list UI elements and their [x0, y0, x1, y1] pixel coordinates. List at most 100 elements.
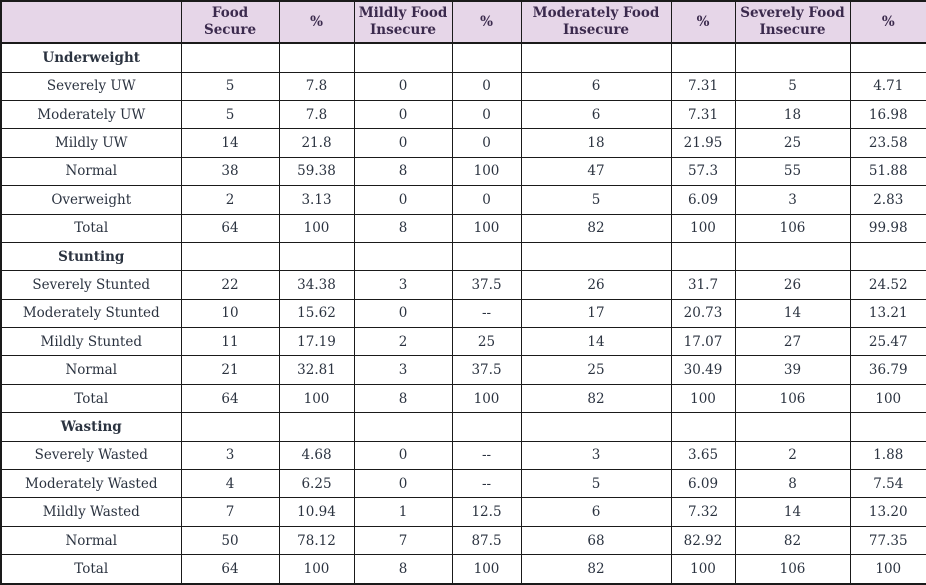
value-cell: 1	[353, 497, 453, 527]
empty-cell	[278, 412, 355, 442]
section-title: Underweight	[0, 42, 182, 73]
value-cell: 100	[670, 213, 736, 243]
value-cell: 100	[451, 554, 522, 585]
empty-cell	[670, 241, 736, 272]
value-cell: 6.25	[278, 469, 355, 499]
value-cell: 10.94	[278, 497, 355, 527]
empty-cell	[849, 42, 926, 73]
value-cell: 7.31	[670, 71, 736, 101]
table-row: Mildly UW 14 21.8 0 0 18 21.95 25 23.58	[0, 128, 926, 158]
value-cell: 106	[734, 383, 851, 414]
value-cell: 78.12	[278, 525, 355, 556]
value-cell: 3	[180, 440, 280, 471]
value-cell: 6.09	[670, 185, 736, 215]
empty-cell	[353, 412, 453, 442]
value-cell: 64	[180, 383, 280, 414]
value-cell: 0	[353, 298, 453, 329]
value-cell: 25	[734, 128, 851, 158]
value-cell: 18	[520, 128, 672, 158]
value-cell: 100	[670, 554, 736, 585]
value-cell: 20.73	[670, 298, 736, 329]
value-cell: 6	[520, 99, 672, 130]
value-cell: 8	[353, 156, 453, 187]
value-cell: 2.83	[849, 185, 926, 215]
value-cell: 100	[670, 383, 736, 414]
row-label: Moderately UW	[0, 99, 182, 130]
table-row: Mildly Stunted 11 17.19 2 25 14 17.07 27 25.47	[0, 327, 926, 357]
row-label: Total	[0, 383, 182, 414]
value-cell: 27	[734, 327, 851, 357]
value-cell: 3	[353, 270, 453, 300]
value-cell: 82	[734, 525, 851, 556]
column-header: Moderately Food Insecure	[520, 0, 672, 44]
value-cell: 8	[353, 554, 453, 585]
row-label: Severely Wasted	[0, 440, 182, 471]
value-cell: 23.58	[849, 128, 926, 158]
empty-cell	[849, 412, 926, 442]
value-cell: 0	[353, 440, 453, 471]
value-cell: 64	[180, 213, 280, 243]
row-label: Moderately Stunted	[0, 298, 182, 329]
value-cell: 13.21	[849, 298, 926, 329]
empty-cell	[180, 241, 280, 272]
row-label: Overweight	[0, 185, 182, 215]
value-cell: 7.8	[278, 71, 355, 101]
value-cell: 7	[180, 497, 280, 527]
value-cell: 5	[180, 99, 280, 130]
table-row: Normal 50 78.12 7 87.5 68 82.92 82 77.35	[0, 525, 926, 556]
value-cell: 100	[849, 554, 926, 585]
column-header: Mildly Food Insecure	[353, 0, 453, 44]
section-row: Wasting	[0, 412, 926, 442]
value-cell: 18	[734, 99, 851, 130]
value-cell: 2	[353, 327, 453, 357]
table-row: Normal 21 32.81 3 37.5 25 30.49 39 36.79	[0, 355, 926, 385]
section-row: Underweight	[0, 42, 926, 73]
empty-cell	[670, 412, 736, 442]
value-cell: 21.95	[670, 128, 736, 158]
empty-cell	[520, 241, 672, 272]
value-cell: 17	[520, 298, 672, 329]
value-cell: 16.98	[849, 99, 926, 130]
value-cell: 2	[180, 185, 280, 215]
value-cell: 100	[451, 383, 522, 414]
table-row: Total 64 100 8 100 82 100 106 99.98	[0, 213, 926, 243]
value-cell: 68	[520, 525, 672, 556]
value-cell: 87.5	[451, 525, 522, 556]
value-cell: 4	[180, 469, 280, 499]
column-header: %	[670, 0, 736, 44]
section-title: Wasting	[0, 412, 182, 442]
value-cell: 51.88	[849, 156, 926, 187]
value-cell: 8	[353, 383, 453, 414]
value-cell: 8	[734, 469, 851, 499]
table-row: Severely Stunted 22 34.38 3 37.5 26 31.7 26 24.5…	[0, 270, 926, 300]
empty-cell	[451, 42, 522, 73]
value-cell: 47	[520, 156, 672, 187]
value-cell: 8	[353, 213, 453, 243]
row-label: Normal	[0, 156, 182, 187]
empty-cell	[353, 241, 453, 272]
empty-cell	[451, 412, 522, 442]
value-cell: 59.38	[278, 156, 355, 187]
value-cell: 106	[734, 213, 851, 243]
row-label: Total	[0, 554, 182, 585]
column-header: Severely Food Insecure	[734, 0, 851, 44]
table-header: Food Secure% Mildly Food Insecure% Moderat…	[0, 0, 926, 44]
table-row: Total 64 100 8 100 82 100 106 100	[0, 554, 926, 585]
value-cell: 3.65	[670, 440, 736, 471]
value-cell: 7.31	[670, 99, 736, 130]
value-cell: 17.19	[278, 327, 355, 357]
value-cell: 32.81	[278, 355, 355, 385]
value-cell: 5	[734, 71, 851, 101]
value-cell: 7.54	[849, 469, 926, 499]
row-label: Moderately Wasted	[0, 469, 182, 499]
column-header: %	[278, 0, 355, 44]
row-label: Normal	[0, 355, 182, 385]
value-cell: 3	[353, 355, 453, 385]
value-cell: 50	[180, 525, 280, 556]
value-cell: --	[451, 298, 522, 329]
value-cell: 0	[451, 128, 522, 158]
value-cell: 2	[734, 440, 851, 471]
value-cell: 30.49	[670, 355, 736, 385]
empty-cell	[278, 42, 355, 73]
